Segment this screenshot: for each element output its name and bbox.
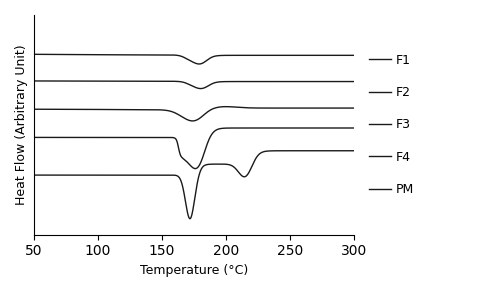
Line: F2: F2 — [34, 81, 354, 88]
F2 — [154, 79, 160, 83]
Line: F3: F3 — [34, 107, 354, 121]
PM — [168, 173, 173, 177]
F2 — [345, 80, 351, 83]
F4 — [351, 126, 357, 130]
PM — [187, 217, 193, 220]
PM — [67, 173, 73, 177]
F4 — [86, 136, 92, 139]
Line: PM: PM — [34, 151, 354, 219]
F1 — [154, 53, 160, 57]
F1 — [310, 54, 316, 57]
F3 — [223, 105, 229, 108]
F2 — [30, 79, 36, 83]
F3 — [168, 110, 173, 113]
F4 — [192, 167, 198, 170]
F2 — [351, 80, 357, 83]
X-axis label: Temperature (°C): Temperature (°C) — [140, 264, 248, 277]
F1 — [168, 53, 173, 57]
F2 — [198, 87, 203, 90]
Line: F4: F4 — [34, 128, 354, 168]
F1 — [196, 62, 202, 66]
F3 — [345, 106, 351, 110]
F1 — [67, 53, 73, 56]
PM — [154, 173, 160, 177]
PM — [86, 173, 92, 177]
F4 — [30, 136, 36, 139]
F3 — [30, 107, 36, 111]
F2 — [86, 79, 92, 83]
PM — [345, 149, 351, 152]
Legend: F1, F2, F3, F4, PM: F1, F2, F3, F4, PM — [364, 48, 420, 201]
F3 — [154, 108, 160, 112]
PM — [30, 173, 36, 177]
Y-axis label: Heat Flow (Arbitrary Unit): Heat Flow (Arbitrary Unit) — [15, 45, 28, 205]
F2 — [310, 80, 316, 83]
F1 — [351, 54, 357, 57]
F1 — [30, 53, 36, 56]
F4 — [342, 126, 348, 130]
F3 — [67, 107, 73, 111]
F3 — [310, 106, 316, 110]
F2 — [67, 79, 73, 83]
F4 — [345, 126, 351, 130]
F4 — [154, 136, 160, 139]
F2 — [168, 79, 173, 83]
F3 — [351, 106, 357, 110]
PM — [351, 149, 357, 152]
F3 — [86, 108, 92, 111]
F1 — [86, 53, 92, 56]
F4 — [310, 126, 316, 130]
F3 — [190, 119, 196, 123]
F4 — [67, 136, 73, 139]
F4 — [168, 136, 173, 139]
F1 — [345, 54, 351, 57]
PM — [310, 149, 316, 152]
Line: F1: F1 — [34, 54, 354, 64]
